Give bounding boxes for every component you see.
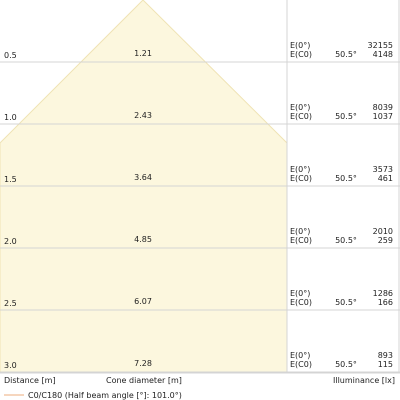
legend-text: C0/C180 (Half beam angle [°]: 101.0°)	[28, 391, 182, 400]
e0-label: E(0°)	[290, 103, 310, 112]
half-angle-value: 50.5°	[335, 360, 357, 369]
e0-illuminance-value: 8039	[373, 103, 393, 112]
distance-value: 2.0	[4, 237, 17, 246]
half-angle-value: 50.5°	[335, 174, 357, 183]
ec0-illuminance-value: 115	[378, 360, 393, 369]
ec0-label: E(C0)	[290, 298, 312, 307]
distance-value: 2.5	[4, 299, 17, 308]
distance-value: 1.0	[4, 113, 17, 122]
e0-illuminance-value: 893	[378, 351, 393, 360]
ec0-label: E(C0)	[290, 174, 312, 183]
half-angle-value: 50.5°	[335, 50, 357, 59]
e0-label: E(0°)	[290, 165, 310, 174]
cone-diameter-value: 6.07	[134, 297, 152, 306]
e0-illuminance-value: 2010	[373, 227, 393, 236]
ec0-illuminance-value: 259	[378, 236, 393, 245]
distance-value: 0.5	[4, 51, 17, 60]
cone-diameter-value: 7.28	[134, 359, 152, 368]
e0-label: E(0°)	[290, 351, 310, 360]
axis-labels: Distance [m] Cone diameter [m] Illuminan…	[4, 376, 395, 385]
e0-illuminance-value: 32155	[368, 41, 393, 50]
half-angle-value: 50.5°	[335, 236, 357, 245]
ec0-label: E(C0)	[290, 236, 312, 245]
e0-illuminance-value: 3573	[373, 165, 393, 174]
distance-gridlines	[0, 0, 400, 374]
e0-illuminance-value: 1286	[373, 289, 393, 298]
half-angle-value: 50.5°	[335, 298, 357, 307]
e0-label: E(0°)	[290, 289, 310, 298]
cone-diameter-value: 2.43	[134, 111, 152, 120]
ec0-label: E(C0)	[290, 50, 312, 59]
distance-value: 3.0	[4, 361, 17, 370]
ec0-label: E(C0)	[290, 112, 312, 121]
ec0-illuminance-value: 166	[378, 298, 393, 307]
cone-diameter-value: 3.64	[134, 173, 152, 182]
e0-label: E(0°)	[290, 227, 310, 236]
ec0-label: E(C0)	[290, 360, 312, 369]
distance-axis-label: Distance [m]	[4, 376, 56, 385]
distance-value: 1.5	[4, 175, 17, 184]
e0-label: E(0°)	[290, 41, 310, 50]
ec0-illuminance-value: 4148	[373, 50, 393, 59]
ec0-illuminance-value: 1037	[373, 112, 393, 121]
cone-diameter-value: 4.85	[134, 235, 152, 244]
cone-diameter-value: 1.21	[134, 49, 152, 58]
illuminance-axis-label: Illuminance [lx]	[333, 376, 395, 385]
ec0-illuminance-value: 461	[378, 174, 393, 183]
cone-diameter-axis-label: Cone diameter [m]	[106, 376, 182, 385]
half-angle-value: 50.5°	[335, 112, 357, 121]
legend: C0/C180 (Half beam angle [°]: 101.0°)	[4, 391, 182, 400]
